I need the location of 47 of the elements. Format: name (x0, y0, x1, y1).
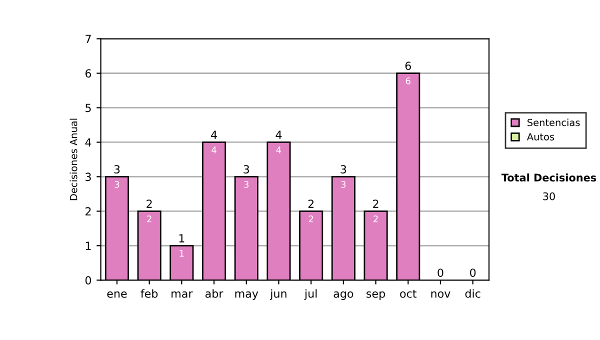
x-tick-label: may (235, 291, 258, 300)
total-label: 0 (470, 268, 476, 277)
y-tick-label: 3 (86, 172, 91, 182)
total-label: 6 (405, 62, 411, 70)
total-label: 2 (308, 200, 314, 208)
x-tick-label: oct (400, 290, 416, 298)
y-tick-label: 2 (86, 207, 91, 216)
data-label: 2 (147, 215, 152, 222)
y-tick-label: 0 (85, 276, 92, 285)
data-label: 3 (244, 181, 249, 188)
total-label: 4 (276, 130, 282, 139)
legend-label: Autos (526, 133, 554, 140)
data-label: 3 (341, 181, 346, 188)
total-label: 3 (244, 165, 250, 174)
text: Total Decisiones (501, 173, 596, 182)
x-tick-label: jul (304, 289, 317, 300)
total-label: 3 (340, 165, 346, 174)
data-label: 2 (374, 215, 378, 222)
text: 30 (543, 192, 555, 200)
data-label: 2 (308, 215, 314, 222)
x-tick-label: feb (140, 289, 158, 298)
data-label: 6 (406, 78, 410, 84)
y-tick-label: 7 (86, 34, 91, 43)
y-tick-label: 4 (85, 138, 92, 146)
x-tick-label: sep (366, 291, 386, 300)
y-tick-label: 5 (86, 104, 91, 112)
x-tick-label: ago (334, 291, 354, 300)
y-tick-label: 6 (85, 69, 92, 78)
total-label: 4 (211, 130, 217, 139)
x-tick-label: dic (465, 289, 480, 298)
data-label: 4 (212, 146, 216, 154)
legend-label: Sentencias (528, 118, 580, 126)
x-tick-label: abr (205, 289, 224, 298)
x-tick-label: jun (270, 289, 286, 300)
x-tick-label: nov (431, 291, 450, 298)
y-tick-label: 1 (86, 242, 91, 250)
total-label: 3 (114, 165, 120, 174)
y-axis-title: Decisiones Anual (70, 118, 78, 200)
data-label: 3 (114, 181, 120, 188)
data-label: 4 (276, 146, 282, 154)
total-label: 0 (438, 268, 444, 277)
total-label: 1 (179, 234, 184, 242)
total-label: 2 (146, 200, 152, 208)
x-tick-label: ene (107, 291, 127, 298)
x-tick-label: mar (172, 291, 193, 298)
total-label: 2 (373, 200, 378, 208)
data-label: 1 (180, 250, 184, 257)
